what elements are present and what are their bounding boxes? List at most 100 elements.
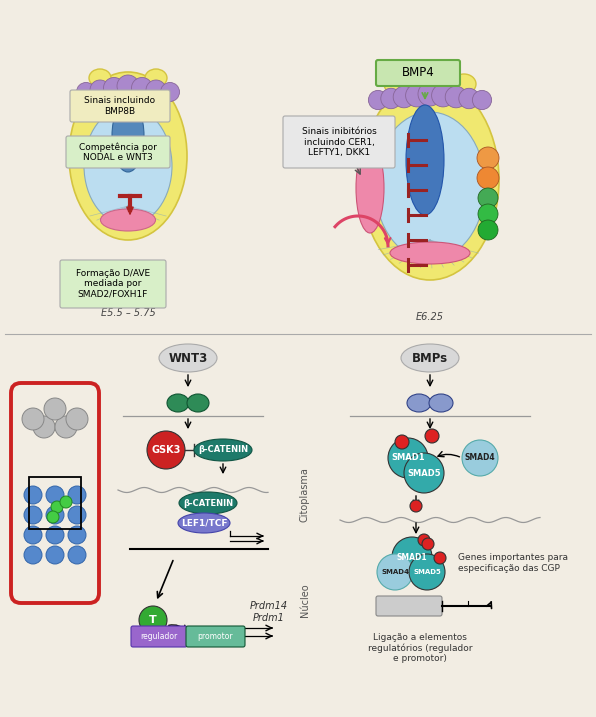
Ellipse shape [145, 69, 167, 87]
Ellipse shape [406, 105, 444, 215]
Text: GSK3: GSK3 [151, 445, 181, 455]
Ellipse shape [167, 394, 189, 412]
Circle shape [478, 204, 498, 224]
Circle shape [434, 552, 446, 564]
Ellipse shape [84, 107, 172, 225]
Circle shape [46, 546, 64, 564]
Text: Ligação a elementos
regulatórios (regulador
e promotor): Ligação a elementos regulatórios (regula… [368, 633, 472, 663]
Circle shape [392, 537, 432, 577]
Circle shape [406, 84, 429, 107]
Text: Núcleo: Núcleo [300, 583, 310, 617]
Text: E5.5 – 5.75: E5.5 – 5.75 [101, 308, 156, 318]
Circle shape [462, 440, 498, 476]
Circle shape [46, 526, 64, 544]
Ellipse shape [429, 394, 453, 412]
Circle shape [46, 486, 64, 504]
Circle shape [24, 486, 42, 504]
Text: T: T [149, 615, 157, 625]
Text: BMP4: BMP4 [402, 67, 434, 80]
Circle shape [46, 506, 64, 524]
Circle shape [473, 90, 492, 110]
Ellipse shape [384, 74, 408, 94]
Circle shape [381, 88, 401, 109]
Circle shape [139, 606, 167, 634]
Circle shape [404, 453, 444, 493]
Text: Competência por
NODAL e WNT3: Competência por NODAL e WNT3 [79, 142, 157, 162]
Circle shape [68, 486, 86, 504]
Circle shape [418, 82, 442, 106]
Text: Sinais inibitórios
incluindo CER1,
LEFTY1, DKK1: Sinais inibitórios incluindo CER1, LEFTY… [302, 127, 377, 157]
Circle shape [117, 75, 139, 97]
Ellipse shape [452, 74, 476, 94]
Circle shape [146, 80, 166, 100]
Text: E6.25: E6.25 [416, 312, 444, 322]
Circle shape [132, 77, 153, 98]
Circle shape [47, 511, 59, 523]
FancyBboxPatch shape [186, 626, 245, 647]
Circle shape [22, 408, 44, 430]
Circle shape [76, 82, 95, 102]
Circle shape [55, 416, 77, 438]
Ellipse shape [178, 513, 230, 533]
Text: SMAD5: SMAD5 [413, 569, 441, 575]
Text: β-CATENIN: β-CATENIN [183, 498, 233, 508]
Circle shape [418, 534, 430, 546]
Circle shape [24, 546, 42, 564]
Circle shape [68, 526, 86, 544]
Ellipse shape [401, 344, 459, 372]
Text: SMAD4: SMAD4 [465, 453, 495, 462]
Circle shape [68, 506, 86, 524]
Ellipse shape [159, 344, 217, 372]
Circle shape [66, 408, 88, 430]
Circle shape [60, 496, 72, 508]
Text: Sinais incluindo
BMP8B: Sinais incluindo BMP8B [85, 96, 156, 115]
Text: WNT3: WNT3 [169, 351, 207, 364]
Ellipse shape [356, 143, 384, 233]
Ellipse shape [390, 242, 470, 264]
Bar [29, 477, 81, 529]
Text: Genes importantes para
especificação das CGP: Genes importantes para especificação das… [458, 554, 568, 573]
Circle shape [409, 554, 445, 590]
Text: Formação D/AVE
mediada por
SMAD2/FOXH1F: Formação D/AVE mediada por SMAD2/FOXH1F [76, 269, 150, 299]
Circle shape [478, 188, 498, 208]
Text: LEF1/TCF: LEF1/TCF [181, 518, 227, 528]
Ellipse shape [179, 492, 237, 514]
Circle shape [24, 526, 42, 544]
Circle shape [422, 538, 434, 550]
Circle shape [477, 167, 499, 189]
Text: BMPs: BMPs [412, 351, 448, 364]
Ellipse shape [69, 72, 187, 240]
Circle shape [393, 86, 415, 108]
Circle shape [24, 506, 42, 524]
Circle shape [388, 438, 428, 478]
FancyBboxPatch shape [376, 60, 460, 86]
Text: β-CATENIN: β-CATENIN [198, 445, 248, 455]
Circle shape [377, 554, 413, 590]
FancyBboxPatch shape [283, 116, 395, 168]
FancyBboxPatch shape [66, 136, 170, 168]
Circle shape [478, 220, 498, 240]
Ellipse shape [375, 112, 485, 260]
Circle shape [90, 80, 110, 100]
Circle shape [477, 147, 499, 169]
Text: Citoplasma: Citoplasma [300, 467, 310, 523]
Circle shape [33, 416, 55, 438]
Circle shape [147, 431, 185, 469]
Text: Prdm14
Prdm1: Prdm14 Prdm1 [250, 601, 288, 623]
Text: SMAD1: SMAD1 [397, 553, 427, 561]
Ellipse shape [101, 209, 156, 231]
Circle shape [432, 84, 454, 107]
Circle shape [68, 546, 86, 564]
Circle shape [459, 88, 479, 109]
Ellipse shape [194, 439, 252, 461]
Ellipse shape [361, 80, 499, 280]
Circle shape [425, 429, 439, 443]
FancyBboxPatch shape [70, 90, 170, 122]
Circle shape [445, 86, 467, 108]
Circle shape [410, 500, 422, 512]
Ellipse shape [187, 394, 209, 412]
Circle shape [395, 435, 409, 449]
Circle shape [51, 501, 63, 513]
Circle shape [160, 82, 179, 102]
Text: SMAD5: SMAD5 [407, 468, 441, 478]
